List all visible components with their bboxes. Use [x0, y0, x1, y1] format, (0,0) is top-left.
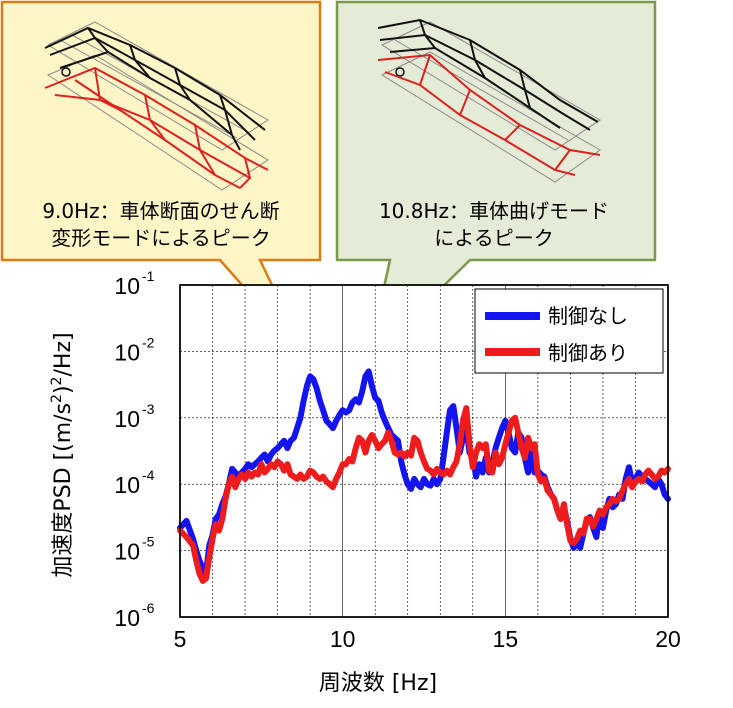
- y-axis-label-tail: ): [51, 385, 76, 394]
- series-line-with-control: [177, 405, 671, 584]
- y-tick-labels: 10-110-210-310-410-510-6: [114, 268, 154, 631]
- x-axis-label: 周波数 [Hz]: [319, 671, 437, 696]
- callout-bending-mode-line-1: 10.8Hz：車体曲げモード: [379, 199, 609, 223]
- y-tick-label: 10 -1: [114, 268, 154, 299]
- mode-shape-illustration-1: [44, 21, 269, 191]
- callout-shear-mode: 9.0Hz：車体断面のせん断 変形モードによるピーク: [0, 0, 322, 361]
- x-tick-labels: 5 10 15 20: [174, 626, 681, 652]
- y-axis-label-text: 加速度PSD [(m/s2)2/Hz]: [49, 332, 76, 577]
- y-tick-label: 10 -5: [114, 534, 154, 565]
- y-tick-base: 10: [114, 339, 140, 365]
- legend: 制御なし 制御あり: [474, 288, 664, 374]
- y-tick-base: 10: [114, 605, 140, 631]
- callout-bending-mode-line-2: によるピーク: [434, 226, 553, 250]
- x-tick-label: 15: [493, 626, 519, 652]
- y-axis-label: 加速度PSD [(m/s2)2/Hz]: [49, 332, 76, 577]
- y-axis-label-main: 加速度PSD [(m/s: [51, 403, 76, 578]
- y-tick-base: 10: [114, 472, 140, 498]
- y-tick-label: 10 -2: [114, 334, 154, 365]
- mode-shape-illustration-2: [377, 18, 601, 183]
- y-tick-base: 10: [114, 539, 140, 565]
- y-tick-exponent: -5: [142, 534, 155, 550]
- callout-shear-mode-line-1: 9.0Hz：車体断面のせん断: [42, 199, 279, 223]
- y-tick-exponent: -2: [142, 334, 155, 350]
- legend-label-with-control: 制御あり: [548, 341, 628, 365]
- y-tick-exponent: -4: [142, 467, 155, 483]
- y-tick-exponent: -6: [142, 600, 155, 616]
- y-axis-label-end: /Hz]: [51, 332, 76, 376]
- y-tick-base: 10: [114, 273, 140, 299]
- y-tick-exponent: -1: [142, 268, 155, 284]
- callout-bending-mode: 10.8Hz：車体曲げモード によるピーク: [335, 0, 657, 364]
- plot-frame: [179, 284, 669, 618]
- y-axis-label-sup2: 2: [49, 377, 65, 386]
- y-tick-base: 10: [114, 406, 140, 432]
- legend-box: [474, 288, 664, 374]
- callout-shear-mode-line-2: 変形モードによるピーク: [51, 226, 270, 250]
- y-tick-label: 10 -6: [114, 600, 154, 631]
- y-tick-label: 10 -4: [114, 467, 154, 498]
- x-tick-label: 10: [330, 626, 356, 652]
- y-tick-exponent: -3: [142, 401, 155, 417]
- y-axis-label-sup: 2: [49, 394, 65, 403]
- x-tick-label: 5: [174, 626, 187, 652]
- x-tick-label: 20: [655, 626, 681, 652]
- y-tick-label: 10 -3: [114, 401, 154, 432]
- series-layer: [177, 368, 671, 584]
- legend-label-no-control: 制御なし: [548, 304, 628, 328]
